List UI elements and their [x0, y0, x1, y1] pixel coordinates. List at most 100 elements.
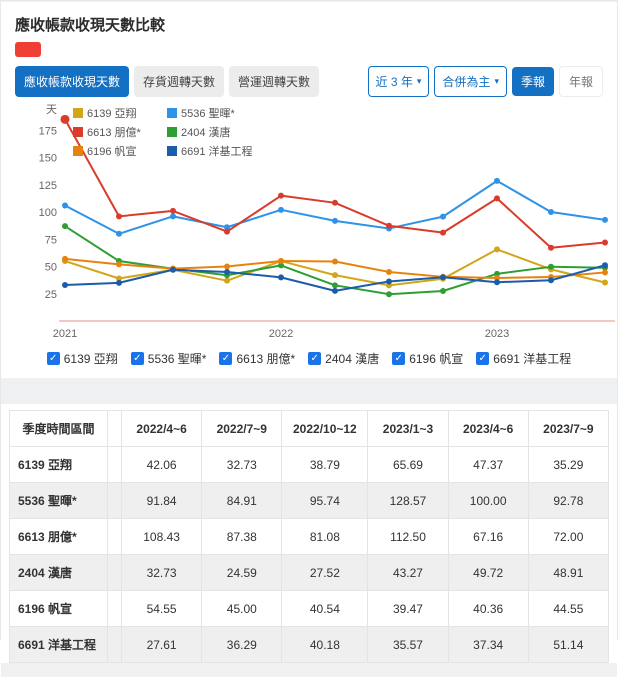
- legend-swatch: [167, 108, 177, 118]
- section-divider: [1, 378, 617, 404]
- checkbox-checked-icon[interactable]: ✓: [308, 352, 322, 365]
- row-label: 6196 帆宣: [9, 590, 108, 627]
- row-label: 5536 聖暉*: [9, 482, 108, 519]
- checkbox-checked-icon[interactable]: ✓: [130, 352, 144, 365]
- tab-operating-days[interactable]: 營運週轉天數: [229, 66, 320, 97]
- value-cell: 45.00: [201, 590, 283, 627]
- period-controls: 近 3 年 ▾ 合併為主 ▾ 季報 年報: [367, 66, 603, 97]
- svg-text:75: 75: [45, 234, 57, 246]
- clipped-cell: [107, 446, 122, 483]
- chart-svg: 25 50 75 100 125 150 175 天 2021 2022 2023: [39, 104, 615, 340]
- value-cell: 65.69: [367, 446, 449, 483]
- checkbox-label: 6613 朋億*: [236, 352, 296, 366]
- toolbar: 應收帳款收現天數 存貨週轉天數 營運週轉天數 近 3 年 ▾ 合併為主 ▾ 季報…: [15, 66, 603, 97]
- page-title: 應收帳款收現天數比較: [15, 17, 166, 34]
- chart-legend: 6139 亞翔 5536 聖暉* 6613 朋億* 2404 漢唐 6196 帆宣 669…: [73, 105, 253, 159]
- checkbox-label: 6196 帆宣: [409, 352, 464, 366]
- series-checkbox-item[interactable]: ✓ 5536 聖暉*: [130, 350, 207, 367]
- table-row: 6691 洋基工程 27.61 36.29 40.18 35.57 37.34 51.14: [9, 626, 610, 663]
- table-body: 6139 亞翔 42.06 32.73 38.79 65.69 47.37 35.29 553…: [9, 446, 610, 663]
- value-cell: 35.29: [527, 446, 610, 483]
- value-cell: 35.57: [367, 626, 449, 663]
- value-cell: 24.59: [201, 554, 283, 591]
- table-head: 季度時間區間 2022/4~6 2022/7~9 2022/10~12 2023/1~3…: [9, 410, 610, 447]
- series-checkbox-item[interactable]: ✓ 2404 漢唐: [308, 350, 379, 367]
- value-cell: 39.47: [367, 590, 449, 627]
- checkbox-label: 6139 亞翔: [63, 352, 118, 366]
- table-header-clipped: [107, 410, 122, 447]
- value-cell: 49.72: [447, 554, 529, 591]
- value-cell: 32.73: [120, 554, 203, 591]
- tab-inventory-days[interactable]: 存貨週轉天數: [134, 66, 225, 97]
- value-cell: 44.55: [527, 590, 610, 627]
- tab-yearly[interactable]: 年報: [558, 66, 603, 97]
- value-cell: 51.14: [527, 626, 610, 663]
- value-cell: 100.00: [447, 482, 529, 519]
- svg-text:2022: 2022: [269, 328, 293, 340]
- checkbox-checked-icon[interactable]: ✓: [219, 352, 233, 365]
- table-row: 6196 帆宣 54.55 45.00 40.54 39.47 40.36 44.55: [9, 590, 610, 627]
- table-row: 6139 亞翔 42.06 32.73 38.79 65.69 47.37 35.29: [9, 446, 610, 483]
- value-cell: 87.38: [201, 518, 283, 555]
- value-cell: 38.79: [281, 446, 369, 483]
- bottom-band: [1, 663, 617, 677]
- table-header-quarter-range: 季度時間區間: [9, 410, 108, 447]
- checkbox-label: 2404 漢唐: [325, 352, 380, 366]
- basis-dropdown-label: 合併為主: [442, 75, 491, 89]
- value-cell: 47.37: [447, 446, 529, 483]
- value-cell: 91.84: [120, 482, 203, 519]
- legend-label: 6196 帆宣: [87, 146, 137, 158]
- checkbox-label: 5536 聖暉*: [147, 352, 207, 366]
- value-cell: 54.55: [120, 590, 203, 627]
- checkbox-checked-icon[interactable]: ✓: [46, 352, 60, 365]
- legend-label: 6139 亞翔: [87, 108, 137, 120]
- chart-card: 應收帳款收現天數比較 應收帳款收現天數 存貨週轉天數 營運週轉天數 近 3 年 …: [1, 1, 617, 378]
- table-row: 2404 漢唐 32.73 24.59 27.52 43.27 49.72 48.91: [9, 554, 610, 591]
- series-checkbox-item[interactable]: ✓ 6691 洋基工程: [476, 350, 571, 367]
- value-cell: 27.52: [281, 554, 369, 591]
- series-checkbox-item[interactable]: ✓ 6139 亞翔: [46, 350, 118, 367]
- chart[interactable]: 6139 亞翔 5536 聖暉* 6613 朋億* 2404 漢唐 6196 帆宣 669…: [15, 101, 615, 347]
- svg-text:150: 150: [39, 153, 57, 165]
- svg-text:50: 50: [45, 262, 57, 274]
- clipped-cell: [107, 482, 122, 519]
- series-checkbox-item[interactable]: ✓ 6613 朋億*: [219, 350, 295, 367]
- value-cell: 40.54: [281, 590, 369, 627]
- legend-item: 6196 帆宣: [73, 143, 161, 159]
- table-header-period: 2022/10~12: [281, 410, 369, 447]
- table-row: 5536 聖暉* 91.84 84.91 95.74 128.57 100.00 92.78: [9, 482, 610, 519]
- series-checkbox-item[interactable]: ✓ 6196 帆宣: [392, 350, 463, 367]
- legend-item: 5536 聖暉*: [167, 105, 253, 121]
- legend-label: 6613 朋億*: [87, 127, 141, 139]
- svg-text:天: 天: [46, 104, 57, 116]
- range-dropdown[interactable]: 近 3 年 ▾: [367, 66, 430, 97]
- tab-receivable-days[interactable]: 應收帳款收現天數: [15, 66, 130, 97]
- value-cell: 108.43: [120, 518, 203, 555]
- chevron-down-icon: ▾: [494, 76, 499, 86]
- legend-swatch: [73, 146, 83, 156]
- checkbox-checked-icon[interactable]: ✓: [476, 352, 490, 365]
- basis-dropdown[interactable]: 合併為主 ▾: [434, 66, 507, 97]
- svg-text:25: 25: [45, 289, 57, 301]
- tab-quarterly[interactable]: 季報: [511, 67, 554, 96]
- value-cell: 32.73: [201, 446, 283, 483]
- table-header-period: 2023/4~6: [447, 410, 529, 447]
- row-label: 6691 洋基工程: [9, 626, 108, 663]
- legend-swatch: [167, 127, 177, 137]
- value-cell: 27.61: [120, 626, 203, 663]
- value-cell: 40.36: [447, 590, 529, 627]
- value-cell: 81.08: [281, 518, 369, 555]
- metric-tabs: 應收帳款收現天數 存貨週轉天數 營運週轉天數: [15, 66, 320, 97]
- svg-text:125: 125: [39, 180, 57, 192]
- legend-swatch: [73, 108, 83, 118]
- table-row: 6613 朋億* 108.43 87.38 81.08 112.50 67.16 72.00: [9, 518, 610, 555]
- value-cell: 92.78: [527, 482, 610, 519]
- checkbox-checked-icon[interactable]: ✓: [392, 352, 406, 365]
- row-label: 6139 亞翔: [9, 446, 108, 483]
- checkbox-row: ✓ 6139 亞翔 ✓ 5536 聖暉* ✓ 6613 朋億* ✓ 2404 漢唐 ✓ 6196 …: [15, 350, 603, 378]
- table-header-period: 2023/1~3: [367, 410, 449, 447]
- data-table: 季度時間區間 2022/4~6 2022/7~9 2022/10~12 2023/1~3…: [9, 410, 610, 663]
- table-header-period: 2023/7~9: [527, 410, 610, 447]
- chevron-down-icon: ▾: [416, 76, 422, 86]
